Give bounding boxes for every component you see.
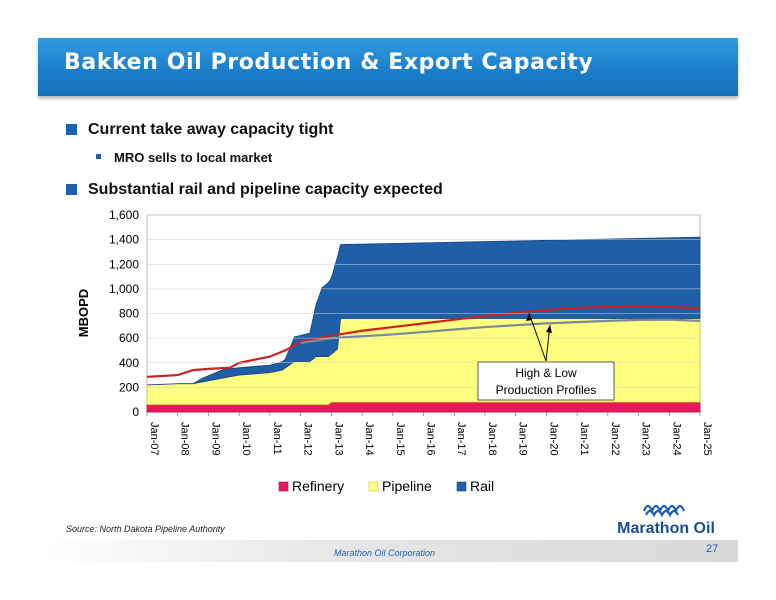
legend-label-rail: Rail [470, 478, 494, 494]
x-tick-label: Jan-17 [455, 422, 467, 456]
x-tick-label: Jan-12 [302, 422, 314, 456]
profile-low-line [300, 318, 701, 345]
slide-title: Bakken Oil Production & Export Capacity [64, 50, 594, 75]
legend: Refinery Pipeline Rail [278, 478, 494, 494]
legend-label-pipeline: Pipeline [382, 478, 432, 494]
y-tick-label: 1,400 [109, 233, 139, 247]
x-tick-label: Jan-19 [517, 422, 529, 456]
logo-text: Marathon Oil [617, 520, 715, 537]
y-tick-label: 1,000 [109, 282, 139, 296]
legend-swatch-refinery [278, 481, 289, 492]
x-tick-label: Jan-10 [240, 422, 252, 456]
x-tick-label: Jan-24 [670, 422, 682, 456]
bullet-text: MRO sells to local market [114, 150, 273, 165]
x-tick-label: Jan-23 [640, 422, 652, 456]
x-tick-label: Jan-07 [148, 422, 160, 456]
profile-lines [146, 305, 701, 379]
x-axis: Jan-07 Jan-08 Jan-09 Jan-10 Jan-11 Jan-12 Jan-… [146, 412, 713, 456]
arrowhead-icon [546, 325, 552, 333]
x-tick-label: Jan-22 [609, 422, 621, 456]
y-tick-label: 800 [119, 307, 139, 321]
annotation: High & Low Production Profiles [477, 312, 615, 401]
x-tick-label: Jan-09 [209, 422, 221, 456]
x-tick-label: Jan-20 [547, 422, 559, 456]
x-tick-label: Jan-15 [394, 422, 406, 456]
area-rail [146, 236, 701, 386]
source-note: Source: North Dakota Pipeline Authority [66, 524, 225, 534]
legend-swatch-pipeline [368, 481, 379, 492]
bullet-text: Substantial rail and pipeline capacity e… [88, 181, 443, 198]
y-tick-label: 0 [132, 405, 139, 419]
x-tick-label: Jan-21 [578, 422, 590, 456]
marathon-oil-logo: Marathon Oil [606, 497, 726, 537]
logo-mark-icon: Marathon Oil [617, 504, 715, 537]
x-tick-label: Jan-13 [332, 422, 344, 456]
legend-label-refinery: Refinery [292, 478, 344, 494]
arrowhead-icon [526, 313, 532, 321]
annotation-box [477, 361, 615, 401]
square-bullet-icon [66, 184, 77, 195]
y-tick-label: 1,200 [109, 257, 139, 271]
legend-swatch-rail [456, 481, 467, 492]
annotation-line-2: Production Profiles [496, 383, 597, 397]
x-tick-label: Jan-25 [701, 422, 713, 456]
bullet-text: Current take away capacity tight [88, 121, 334, 138]
x-tick-label: Jan-11 [271, 422, 283, 455]
square-bullet-icon [96, 154, 101, 159]
square-bullet-icon [66, 124, 77, 135]
page-number: 27 [706, 543, 719, 555]
annotation-arrow-high [528, 312, 547, 362]
annotation-line-1: High & Low [515, 366, 577, 380]
y-tick-label: 200 [119, 380, 139, 394]
x-tick-label: Jan-18 [486, 422, 498, 456]
x-tick-label: Jan-14 [363, 422, 375, 456]
y-tick-label: 600 [119, 331, 139, 345]
y-tick-label: 400 [119, 356, 139, 370]
y-axis-label: MBOPD [76, 289, 91, 337]
x-tick-label: Jan-16 [425, 422, 437, 456]
footer-bar [38, 540, 738, 562]
y-tick-label: 1,600 [109, 208, 139, 222]
footer-company: Marathon Oil Corporation [334, 548, 436, 558]
profile-high-line [146, 305, 701, 379]
title-bar: Bakken Oil Production & Export Capacity [38, 38, 738, 96]
x-tick-label: Jan-08 [179, 422, 191, 456]
